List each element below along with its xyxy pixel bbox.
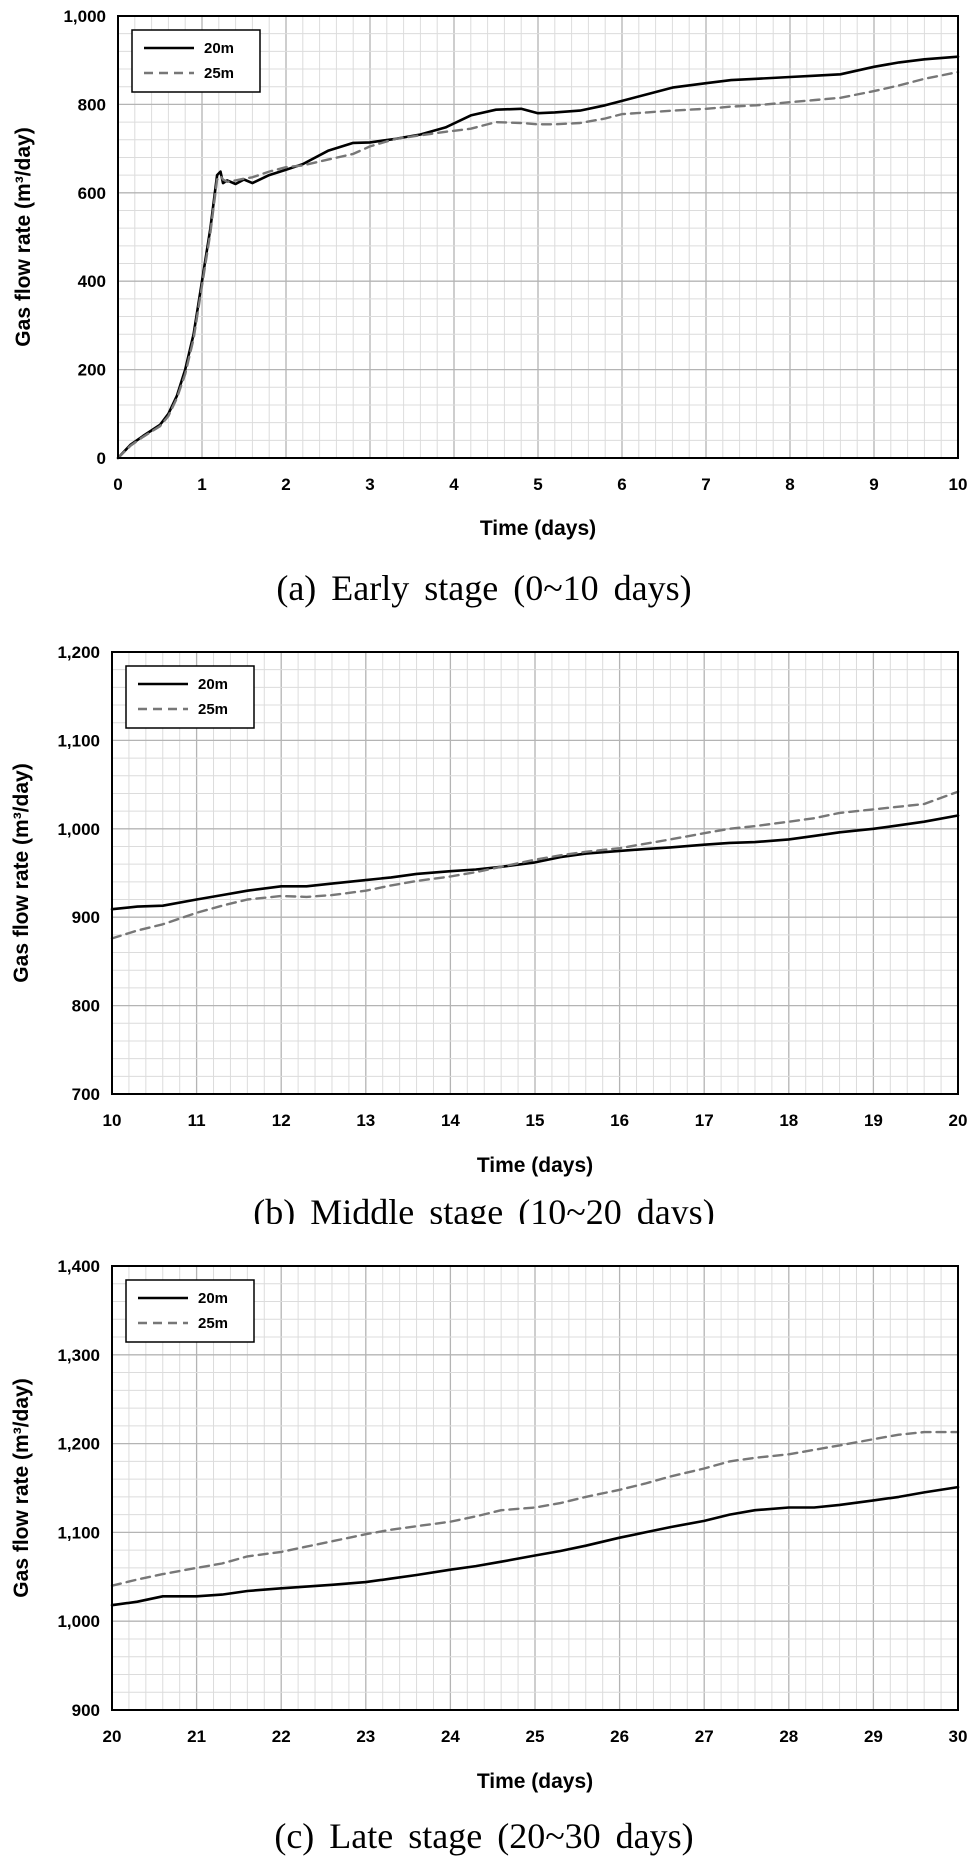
x-tick-label: 10 <box>949 475 968 494</box>
x-tick-label: 30 <box>949 1727 968 1746</box>
x-tick-label: 19 <box>864 1111 883 1130</box>
plot-area <box>111 651 959 1095</box>
legend-label-20m: 20m <box>198 1290 228 1307</box>
plot-area <box>117 15 959 459</box>
y-tick-label: 0 <box>97 449 106 468</box>
x-axis-title: Time (days) <box>477 1154 593 1177</box>
x-tick-label: 27 <box>695 1727 714 1746</box>
x-tick-label: 15 <box>526 1111 545 1130</box>
y-axis-title: Gas flow rate (m³/day) <box>10 1378 33 1597</box>
y-tick-label: 900 <box>72 908 100 927</box>
x-tick-label: 0 <box>113 475 122 494</box>
legend-label-25m: 25m <box>204 65 234 82</box>
x-tick-label: 28 <box>779 1727 798 1746</box>
series-line-25m <box>116 70 960 460</box>
series-line-25m <box>110 1430 960 1587</box>
x-tick-label: 8 <box>785 475 794 494</box>
x-tick-label: 1 <box>197 475 206 494</box>
x-tick-label: 21 <box>187 1727 206 1746</box>
legend-label-20m: 20m <box>198 676 228 693</box>
x-tick-label: 22 <box>272 1727 291 1746</box>
chart-2: 20 21 22 23 24 25 26 27 28 29 30 900 1,000 1,100 1,200… <box>10 1257 968 1856</box>
y-tick-label: 800 <box>72 997 100 1016</box>
x-tick-label: 29 <box>864 1727 883 1746</box>
x-axis-title: Time (days) <box>477 1770 593 1793</box>
series-line-20m <box>116 55 960 460</box>
x-tick-label: 6 <box>617 475 626 494</box>
figure-caption: (c) Late stage (20~30 days) <box>274 1816 693 1856</box>
y-axis-title: Gas flow rate (m³/day) <box>10 763 33 982</box>
y-tick-label: 900 <box>72 1701 100 1720</box>
x-tick-label: 12 <box>272 1111 291 1130</box>
legend-label-25m: 25m <box>198 1315 228 1332</box>
x-tick-label: 24 <box>441 1727 460 1746</box>
y-tick-label: 1,400 <box>57 1257 100 1276</box>
legend-label-25m: 25m <box>198 701 228 718</box>
series-line-20m <box>110 1485 960 1607</box>
y-tick-label: 800 <box>78 95 106 114</box>
chart-1: 10 11 12 13 14 15 16 17 18 19 20 700 800 900 1,000 1,10… <box>10 643 968 1224</box>
x-tick-label: 16 <box>610 1111 629 1130</box>
x-axis-title: Time (days) <box>480 517 596 540</box>
figure-caption: (b) Middle stage (10~20 days) <box>253 1192 714 1224</box>
y-tick-label: 1,200 <box>57 643 100 662</box>
series-line-20m <box>110 814 960 911</box>
x-tick-label: 7 <box>701 475 710 494</box>
y-tick-label: 700 <box>72 1085 100 1104</box>
y-tick-label: 1,000 <box>57 1612 100 1631</box>
y-tick-label: 600 <box>78 184 106 203</box>
x-tick-label: 26 <box>610 1727 629 1746</box>
y-tick-label: 1,000 <box>63 7 106 26</box>
x-tick-label: 14 <box>441 1111 460 1130</box>
figure-caption: (a) Early stage (0~10 days) <box>276 568 691 608</box>
x-tick-label: 9 <box>869 475 878 494</box>
y-tick-label: 1,100 <box>57 731 100 750</box>
x-tick-label: 2 <box>281 475 290 494</box>
x-tick-label: 17 <box>695 1111 714 1130</box>
x-tick-label: 5 <box>533 475 542 494</box>
x-tick-label: 20 <box>103 1727 122 1746</box>
y-tick-label: 1,300 <box>57 1346 100 1365</box>
y-tick-label: 400 <box>78 272 106 291</box>
y-tick-label: 1,000 <box>57 820 100 839</box>
chart-0: 0 1 2 3 4 5 6 7 8 9 10 0 200 400 600 800 1,000 Time (days… <box>12 7 968 608</box>
y-tick-label: 1,100 <box>57 1523 100 1542</box>
x-tick-label: 20 <box>949 1111 968 1130</box>
x-tick-label: 3 <box>365 475 374 494</box>
x-tick-label: 25 <box>526 1727 545 1746</box>
x-tick-label: 18 <box>779 1111 798 1130</box>
y-axis-title: Gas flow rate (m³/day) <box>12 127 35 346</box>
plot-area <box>111 1265 959 1711</box>
x-tick-label: 11 <box>188 1111 206 1130</box>
x-tick-label: 13 <box>356 1111 375 1130</box>
series-line-25m <box>110 790 960 940</box>
legend-label-20m: 20m <box>204 40 234 57</box>
y-tick-label: 200 <box>78 361 106 380</box>
x-tick-label: 4 <box>449 475 459 494</box>
x-tick-label: 10 <box>103 1111 122 1130</box>
y-tick-label: 1,200 <box>57 1435 100 1454</box>
x-tick-label: 23 <box>356 1727 375 1746</box>
